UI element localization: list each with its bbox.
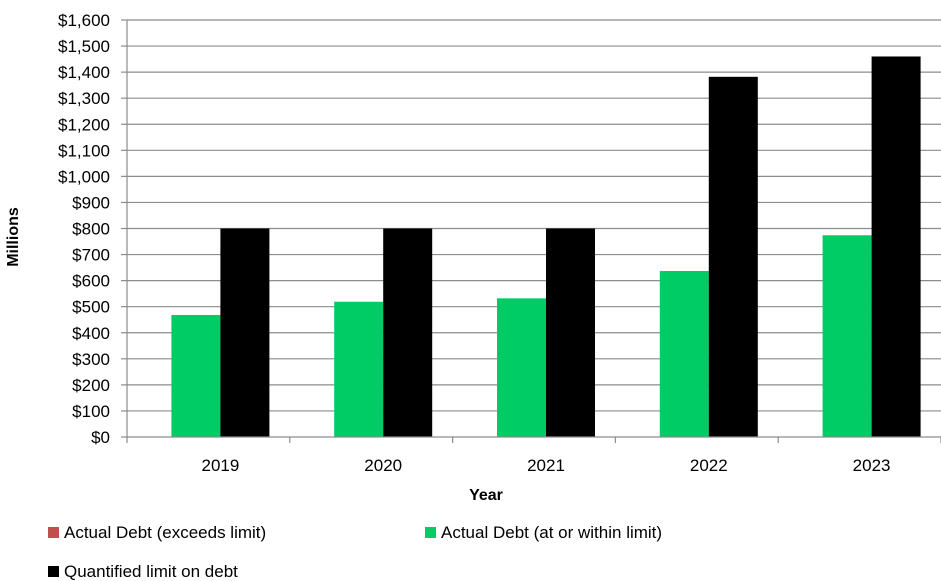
x-tick-label: 2022 bbox=[690, 456, 728, 475]
y-tick-label: $200 bbox=[72, 376, 110, 395]
bar-actual-debt-at-or-within-limit-2022 bbox=[659, 270, 709, 437]
bar-actual-debt-at-or-within-limit-2020 bbox=[334, 301, 384, 437]
bar-actual-debt-at-or-within-limit-2019 bbox=[171, 315, 221, 437]
legend-swatch-exceeds-limit bbox=[48, 527, 59, 538]
y-tick-label: $800 bbox=[72, 220, 110, 239]
bars bbox=[171, 56, 921, 438]
y-axis-tick-labels: $0 $100 $200 $300 $400 $500 $600 $700 $800 $900 $1… bbox=[58, 11, 110, 447]
bar-quantified-limit-on-debt-2023 bbox=[871, 56, 921, 438]
legend-label-within-limit: Actual Debt (at or within limit) bbox=[441, 523, 662, 542]
legend: Actual Debt (exceeds limit) Actual Debt … bbox=[48, 523, 662, 581]
legend-item-within-limit: Actual Debt (at or within limit) bbox=[425, 523, 662, 542]
x-tick-label: 2021 bbox=[527, 456, 565, 475]
y-tick-label: $1,600 bbox=[58, 11, 110, 30]
y-tick-label: $1,400 bbox=[58, 63, 110, 82]
bar-quantified-limit-on-debt-2021 bbox=[546, 228, 595, 437]
legend-swatch-quantified-limit bbox=[48, 566, 59, 577]
y-tick-label: $500 bbox=[72, 298, 110, 317]
x-tick-label: 2023 bbox=[853, 456, 891, 475]
y-tick-label: $600 bbox=[72, 272, 110, 291]
y-tick-label: $1,100 bbox=[58, 141, 110, 160]
legend-swatch-within-limit bbox=[425, 527, 436, 538]
legend-item-quantified-limit: Quantified limit on debt bbox=[48, 562, 238, 581]
y-axis-title: Millions bbox=[5, 207, 22, 267]
x-axis-tick-labels: 2019 2020 2021 2022 2023 bbox=[201, 456, 890, 475]
y-tick-label: $100 bbox=[72, 402, 110, 421]
bar-quantified-limit-on-debt-2022 bbox=[708, 76, 758, 437]
y-tick-label: $1,000 bbox=[58, 167, 110, 186]
bar-quantified-limit-on-debt-2019 bbox=[220, 228, 270, 437]
y-tick-label: $900 bbox=[72, 193, 110, 212]
bar-actual-debt-at-or-within-limit-2021 bbox=[497, 298, 546, 437]
legend-label-quantified-limit: Quantified limit on debt bbox=[64, 562, 238, 581]
y-tick-label: $300 bbox=[72, 350, 110, 369]
y-tick-label: $700 bbox=[72, 246, 110, 265]
bar-quantified-limit-on-debt-2020 bbox=[383, 228, 433, 437]
x-tick-label: 2019 bbox=[201, 456, 239, 475]
x-tick-label: 2020 bbox=[364, 456, 402, 475]
axes bbox=[121, 19, 941, 443]
legend-item-exceeds-limit: Actual Debt (exceeds limit) bbox=[48, 523, 266, 542]
y-tick-label: $1,300 bbox=[58, 89, 110, 108]
y-tick-label: $0 bbox=[91, 428, 110, 447]
legend-label-exceeds-limit: Actual Debt (exceeds limit) bbox=[64, 523, 266, 542]
y-tick-label: $400 bbox=[72, 324, 110, 343]
x-axis-title: Year bbox=[469, 487, 503, 504]
y-tick-label: $1,200 bbox=[58, 115, 110, 134]
y-tick-label: $1,500 bbox=[58, 37, 110, 56]
bar-actual-debt-at-or-within-limit-2023 bbox=[822, 235, 872, 437]
